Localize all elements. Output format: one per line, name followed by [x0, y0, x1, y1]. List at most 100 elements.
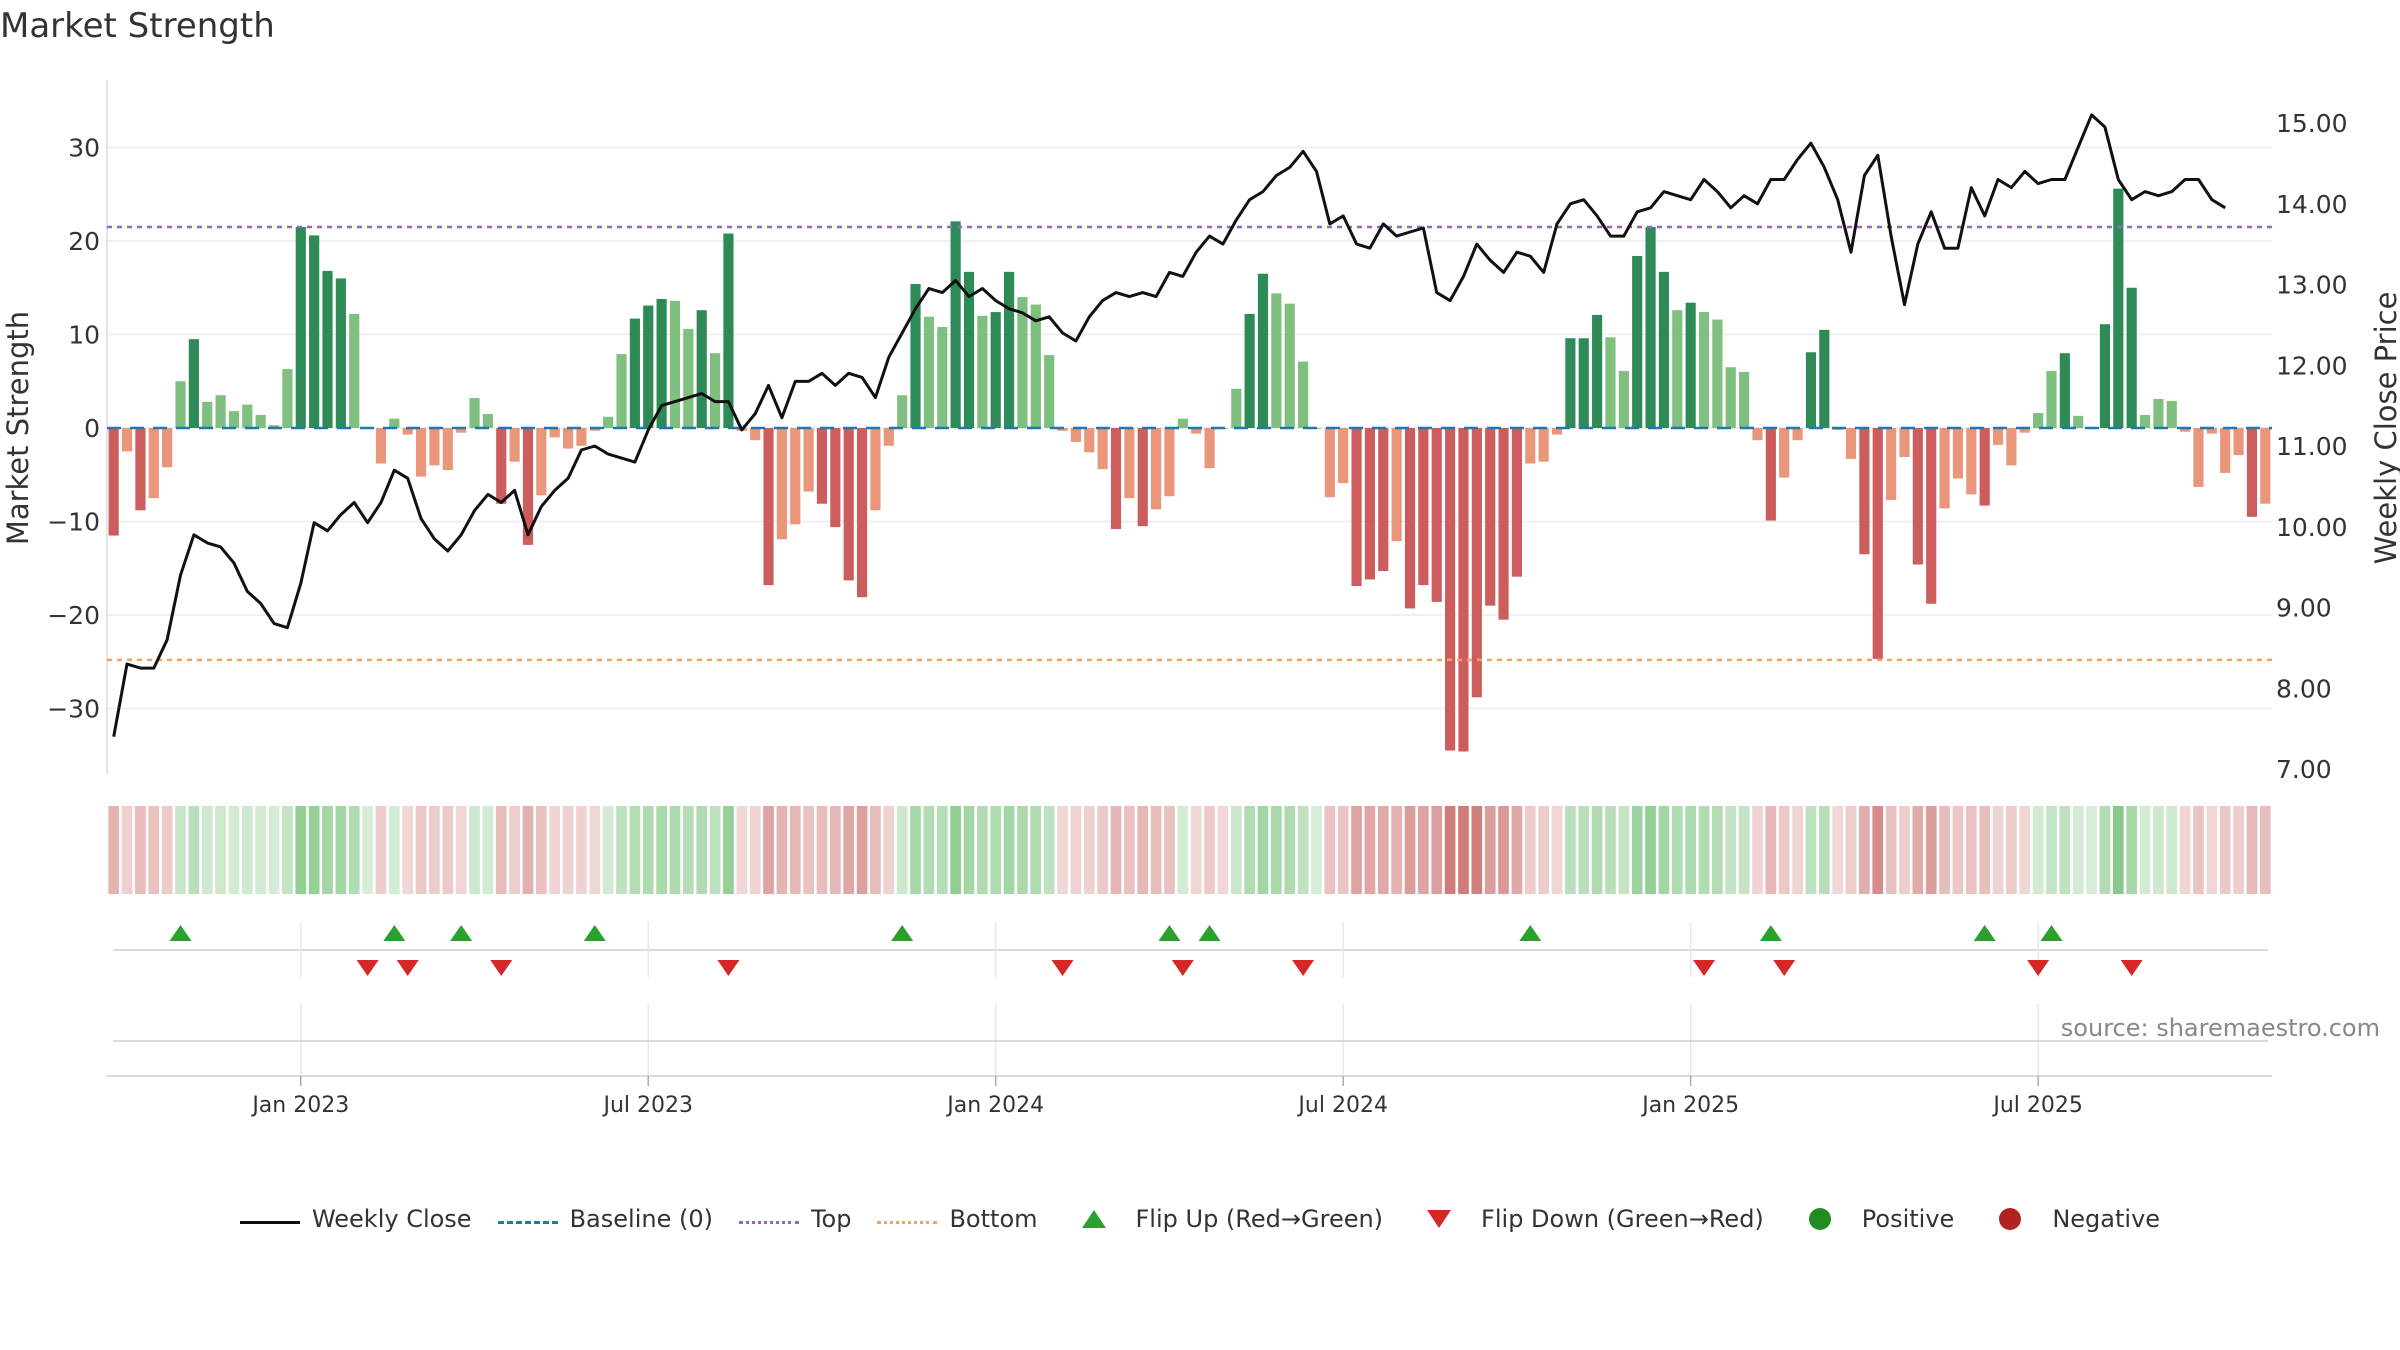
strength-strip-cell — [2019, 806, 2031, 894]
left-tick-label: 30 — [68, 134, 100, 163]
strength-bar — [856, 428, 868, 598]
strength-bar — [1578, 338, 1589, 428]
strength-strip-cell — [1524, 806, 1536, 894]
legend-flip-down: Flip Down (Green→Red) — [1409, 1205, 1764, 1233]
strength-bar — [162, 428, 173, 468]
strength-strip-cell — [2166, 806, 2178, 894]
strength-strip-cell — [1765, 806, 1777, 894]
strength-bar — [496, 428, 507, 504]
strength-bar — [562, 428, 574, 449]
strength-bar — [1739, 371, 1750, 428]
strength-bar — [990, 312, 1001, 428]
strength-bar — [1498, 428, 1509, 620]
strength-strip-cell — [1671, 806, 1683, 894]
weekly-close-line — [112, 113, 2226, 737]
strength-strip-cell — [1217, 806, 1229, 894]
strength-strip-cell — [1444, 806, 1456, 894]
strength-bar — [1124, 428, 1135, 499]
strength-strip-cell — [1364, 806, 1376, 894]
strength-bar — [1511, 428, 1523, 577]
triangle-down-icon — [1427, 1210, 1452, 1228]
right-tick-label: 11.00 — [2276, 432, 2348, 461]
strength-bar — [1592, 314, 1603, 428]
strength-bar — [1979, 428, 1990, 506]
chart-title: Market Strength — [0, 6, 275, 46]
strength-bar — [1137, 428, 1148, 527]
x-tick-label: Jan 2025 — [1640, 1093, 1739, 1118]
strength-strip-cell — [1925, 806, 1937, 894]
strength-strip-cell — [2233, 806, 2244, 894]
strength-strip-cell — [442, 806, 454, 894]
strength-bar — [1378, 428, 1389, 572]
flip-up-marker — [383, 925, 406, 941]
strength-bar — [1445, 428, 1456, 751]
strength-bar — [1859, 428, 1870, 555]
dotted-line-swatch-icon — [738, 1220, 799, 1224]
strength-strip-cell — [1204, 806, 1215, 894]
strength-strip-cell — [375, 806, 387, 894]
strength-strip-cell — [1805, 806, 1817, 894]
strength-strip-cell — [2219, 806, 2231, 894]
strength-bar — [1191, 428, 1202, 434]
strength-bar — [750, 428, 761, 441]
strength-strip-cell — [669, 806, 681, 894]
strength-strip-cell — [308, 806, 320, 894]
strength-bar — [1338, 428, 1349, 484]
strength-strip-cell — [549, 806, 561, 894]
strength-bar — [2260, 428, 2271, 504]
strength-bar — [910, 284, 921, 428]
strength-strip-cell — [576, 806, 587, 894]
strength-bar — [108, 428, 119, 536]
strength-strip-cell — [108, 806, 120, 894]
strength-strip-cell — [215, 806, 226, 894]
strength-strip-cell — [1377, 806, 1389, 894]
strength-bar — [375, 428, 387, 464]
strength-strip-cell — [1992, 806, 2004, 894]
right-axis-title: Weekly Close Price — [2369, 292, 2400, 565]
strength-bar — [536, 428, 547, 496]
strength-strip-cell — [1618, 806, 1630, 894]
strength-strip-cell — [1952, 806, 1964, 894]
strength-strip-cell — [1351, 806, 1362, 894]
flip-up-marker — [1198, 925, 1221, 941]
strength-strip-cell — [1605, 806, 1616, 894]
strength-bar — [389, 418, 400, 428]
flip-down-marker — [2120, 960, 2143, 976]
strength-strip-cell — [228, 806, 240, 894]
left-tick-label: 10 — [68, 321, 100, 350]
left-tick-label: −20 — [47, 601, 100, 630]
strength-bar — [2193, 428, 2204, 487]
strength-bar — [202, 401, 213, 428]
strength-bar — [2019, 428, 2030, 433]
strength-bar — [1271, 293, 1282, 428]
strength-strip-cell — [2153, 806, 2164, 894]
strength-bar — [1845, 428, 1857, 459]
strength-strip-cell — [362, 806, 373, 894]
strength-bar — [589, 428, 600, 431]
strength-bar — [1030, 304, 1041, 428]
strength-strip-cell — [1778, 806, 1790, 894]
strength-bar — [2099, 324, 2111, 428]
strength-strip-cell — [2179, 806, 2191, 894]
flip-up-marker — [169, 925, 192, 941]
strength-bar — [843, 428, 854, 581]
strength-bar — [656, 298, 667, 428]
strength-strip-cell — [656, 806, 667, 894]
strength-bar — [1458, 428, 1469, 752]
legend-flip-up: Flip Up (Red→Green) — [1064, 1205, 1383, 1233]
strength-bar — [1044, 355, 1055, 428]
strength-bar — [349, 313, 360, 428]
strength-bar — [1084, 428, 1095, 453]
strength-bar — [2033, 413, 2044, 428]
left-tick-label: 0 — [84, 414, 100, 443]
strength-bar — [2006, 428, 2017, 466]
strength-bar — [977, 315, 988, 428]
x-tick-label: Jan 2023 — [250, 1093, 349, 1118]
strength-strip-cell — [322, 806, 333, 894]
left-tick-label: 20 — [68, 227, 100, 256]
strength-strip-cell — [1017, 806, 1028, 894]
strength-bar — [509, 428, 520, 462]
strength-strip-cell — [1164, 806, 1175, 894]
strength-strip-cell — [682, 806, 694, 894]
strength-strip-cell — [1070, 806, 1082, 894]
